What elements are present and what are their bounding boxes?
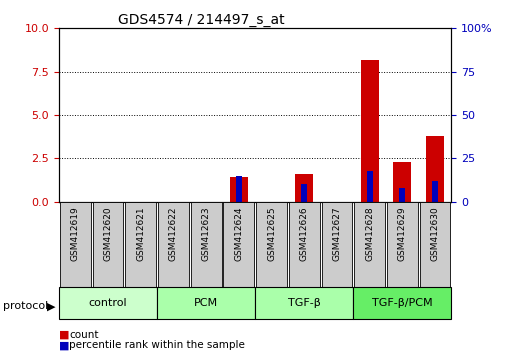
Bar	[255, 287, 353, 319]
Bar	[191, 202, 222, 287]
Bar	[322, 202, 352, 287]
Text: ▶: ▶	[47, 301, 56, 311]
Bar	[256, 202, 287, 287]
Text: protocol: protocol	[3, 301, 48, 311]
Bar	[367, 171, 372, 202]
Bar	[361, 59, 379, 202]
Bar	[387, 202, 418, 287]
Text: GSM412624: GSM412624	[234, 206, 243, 261]
Text: GSM412620: GSM412620	[104, 206, 112, 261]
Text: PCM: PCM	[194, 298, 218, 308]
Text: GSM412621: GSM412621	[136, 206, 145, 261]
Bar	[301, 184, 307, 202]
Text: GSM412629: GSM412629	[398, 206, 407, 261]
Text: GSM412626: GSM412626	[300, 206, 309, 261]
Bar	[224, 202, 254, 287]
Bar	[353, 287, 451, 319]
Bar	[289, 202, 320, 287]
Text: GSM412619: GSM412619	[71, 206, 80, 261]
Bar	[420, 202, 450, 287]
Bar	[393, 162, 411, 202]
Text: GSM412627: GSM412627	[332, 206, 342, 261]
Bar	[426, 136, 444, 202]
Bar	[125, 202, 156, 287]
Text: GSM412623: GSM412623	[202, 206, 211, 261]
Bar	[432, 181, 438, 202]
Bar	[59, 287, 157, 319]
Bar	[60, 202, 91, 287]
Bar	[236, 176, 242, 202]
Text: ■: ■	[59, 330, 69, 339]
Text: percentile rank within the sample: percentile rank within the sample	[69, 340, 245, 350]
Bar	[295, 174, 313, 202]
Bar	[354, 202, 385, 287]
Text: control: control	[89, 298, 127, 308]
Text: ■: ■	[59, 340, 69, 350]
Text: GSM412622: GSM412622	[169, 206, 178, 261]
Bar	[230, 177, 248, 202]
Text: GDS4574 / 214497_s_at: GDS4574 / 214497_s_at	[118, 13, 285, 27]
Bar	[93, 202, 124, 287]
Bar	[158, 202, 189, 287]
Text: GSM412628: GSM412628	[365, 206, 374, 261]
Text: GSM412625: GSM412625	[267, 206, 276, 261]
Bar	[157, 287, 255, 319]
Text: TGF-β/PCM: TGF-β/PCM	[372, 298, 432, 308]
Text: TGF-β: TGF-β	[288, 298, 321, 308]
Bar	[400, 188, 405, 202]
Text: GSM412630: GSM412630	[430, 206, 440, 261]
Text: count: count	[69, 330, 99, 339]
